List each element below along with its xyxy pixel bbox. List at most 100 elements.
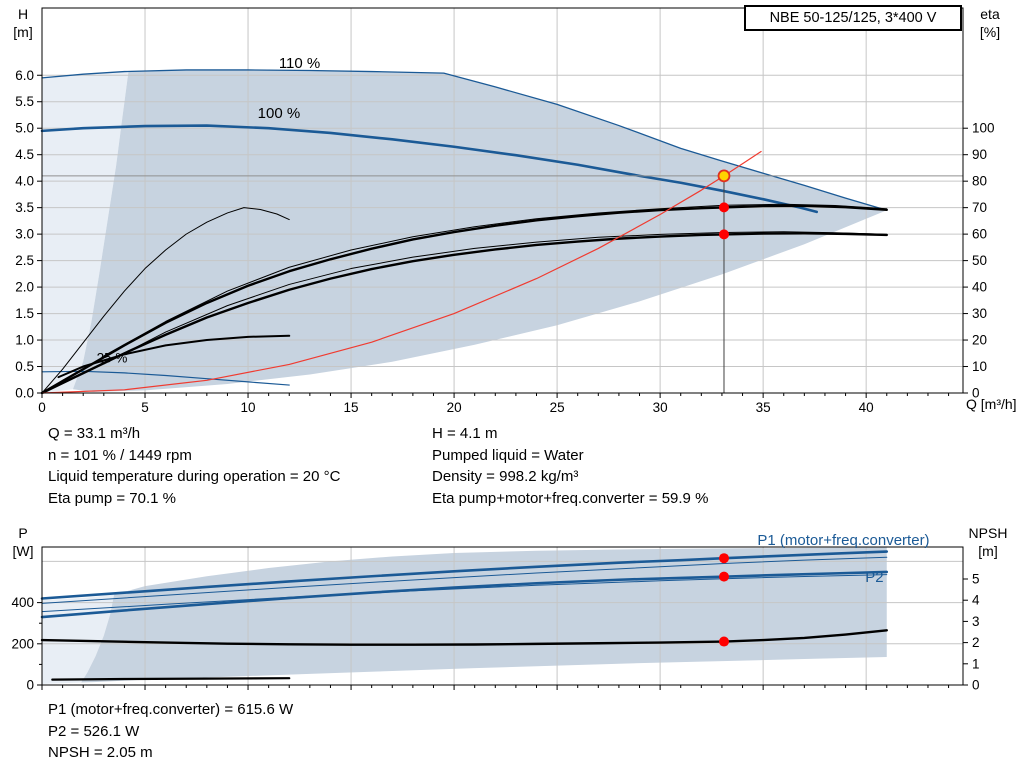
- operating-data-bottom: P1 (motor+freq.converter) = 615.6 W P2 = …: [48, 699, 293, 764]
- operating-data-right: H = 4.1 m Pumped liquid = Water Density = …: [432, 423, 708, 509]
- eta-total-upper: [103, 231, 888, 365]
- tick-label: 90: [972, 147, 987, 162]
- eta-pump-point: [718, 202, 729, 213]
- tick-label: 40: [859, 400, 874, 415]
- info-line: n = 101 % / 1449 rpm: [48, 446, 192, 464]
- tick-label: 4.5: [15, 147, 34, 162]
- tick-label: 3.0: [15, 227, 34, 242]
- tick-label: 30: [653, 400, 668, 415]
- tick-label: 5.0: [15, 121, 34, 136]
- envelope-light: [42, 71, 129, 393]
- info-line: Q = 33.1 m³/h: [48, 425, 141, 442]
- tick-label: 4.0: [15, 174, 34, 189]
- tick-label: 100: [972, 121, 995, 136]
- envelope-light: [42, 594, 115, 684]
- p2-point: [718, 571, 729, 582]
- p-low-speed: [51, 677, 291, 681]
- info-line: Eta pump = 70.1 %: [48, 489, 176, 507]
- envelope-main: [72, 69, 887, 392]
- tick-label: 35: [756, 400, 771, 415]
- tick-label: 70: [972, 200, 987, 215]
- q-axis-title: Q [m³/h]: [966, 396, 1017, 412]
- npsh-point: [718, 636, 729, 647]
- info-line: Pumped liquid = Water: [432, 446, 584, 464]
- p2-thin: [41, 574, 888, 613]
- p-axis-unit: [W]: [12, 543, 34, 559]
- h-axis-unit: [m]: [13, 24, 33, 40]
- npsh-curve: [40, 629, 888, 646]
- eta-axis-title: eta [%]: [968, 5, 1012, 41]
- tick-label: 0.0: [15, 386, 34, 401]
- curve-110: [41, 69, 888, 211]
- eta-total: [40, 232, 888, 395]
- p1-point: [718, 553, 729, 564]
- tick-label: 25: [550, 400, 565, 415]
- axis-frame: [41, 7, 964, 394]
- eta-reduced-speed: [41, 207, 290, 394]
- tick-label: 2: [972, 635, 980, 650]
- tick-label: 3: [972, 614, 980, 629]
- tick-label: 0: [38, 400, 46, 415]
- tick-label: 5: [972, 572, 980, 587]
- duty-point[interactable]: [717, 169, 731, 183]
- envelope-main: [81, 547, 887, 683]
- info-line: P1 (motor+freq.converter) = 615.6 W: [48, 701, 294, 718]
- eta-pump-upper: [103, 203, 888, 357]
- curve-label: 25 %: [97, 350, 128, 365]
- tick-label: 40: [972, 280, 987, 295]
- tick-label: 400: [11, 595, 34, 610]
- tick-label: 10: [972, 359, 987, 374]
- info-line: Eta pump+motor+freq.converter = 59.9 %: [432, 489, 709, 507]
- curve-label: 100 %: [258, 105, 301, 122]
- tick-label: 200: [11, 636, 34, 651]
- eta-axis-unit: [%]: [979, 24, 1001, 40]
- p2-curve: [40, 570, 889, 619]
- tick-label: 5: [141, 400, 149, 415]
- tick-label: 50: [972, 253, 987, 268]
- tick-label: 20: [447, 400, 462, 415]
- tick-label: 4: [972, 593, 980, 608]
- npsh-axis-symbol: NPSH: [968, 525, 1008, 541]
- tick-label: 0: [972, 678, 980, 693]
- axis-frame: [41, 546, 964, 686]
- tick-label: 2.5: [15, 253, 34, 268]
- info-line: P2 = 526.1 W: [48, 722, 140, 740]
- curve-25: [41, 370, 290, 386]
- tick-label: 1.0: [15, 333, 34, 348]
- npsh-axis-unit: [m]: [978, 543, 998, 559]
- tick-label: 5.5: [15, 94, 34, 109]
- npsh-axis-title: NPSH [m]: [958, 524, 1018, 560]
- pump-title-box: NBE 50-125/125, 3*400 V: [744, 5, 962, 31]
- tick-label: 20: [972, 333, 987, 348]
- eta-pump: [40, 204, 888, 395]
- curve-label: P1 (motor+freq.converter): [757, 532, 929, 549]
- info-line: Density = 998.2 kg/m³: [432, 468, 579, 486]
- operating-data-left: Q = 33.1 m³/h n = 101 % / 1449 rpm Liquid …: [48, 423, 340, 509]
- curve-low-speed: [57, 334, 291, 379]
- tick-label: 0: [972, 386, 980, 401]
- tick-label: 0.5: [15, 359, 34, 374]
- tick-label: 3.5: [15, 200, 34, 215]
- info-line: Liquid temperature during operation = 20…: [48, 468, 341, 486]
- tick-label: 1.5: [15, 306, 34, 321]
- h-axis-title: H [m]: [6, 5, 40, 41]
- tick-label: 15: [344, 400, 359, 415]
- p1-thin: [41, 556, 888, 604]
- curve-100: [40, 124, 819, 214]
- p1-curve: [40, 550, 889, 600]
- h-axis-symbol: H: [17, 6, 29, 22]
- p-axis-title: P [W]: [6, 524, 40, 560]
- tick-label: 0: [26, 678, 34, 693]
- tick-label: 10: [241, 400, 256, 415]
- tick-label: 2.0: [15, 280, 34, 295]
- eta-axis-symbol: eta: [980, 6, 1000, 22]
- eta-total-point: [718, 229, 729, 240]
- tick-label: 6.0: [15, 68, 34, 83]
- curve-label: 110 %: [279, 55, 320, 72]
- tick-label: 60: [972, 227, 987, 242]
- p-axis-symbol: P: [18, 525, 28, 541]
- curve-label: P2: [865, 569, 883, 586]
- info-line: H = 4.1 m: [432, 425, 498, 442]
- pump-title-text: NBE 50-125/125, 3*400 V: [769, 10, 937, 26]
